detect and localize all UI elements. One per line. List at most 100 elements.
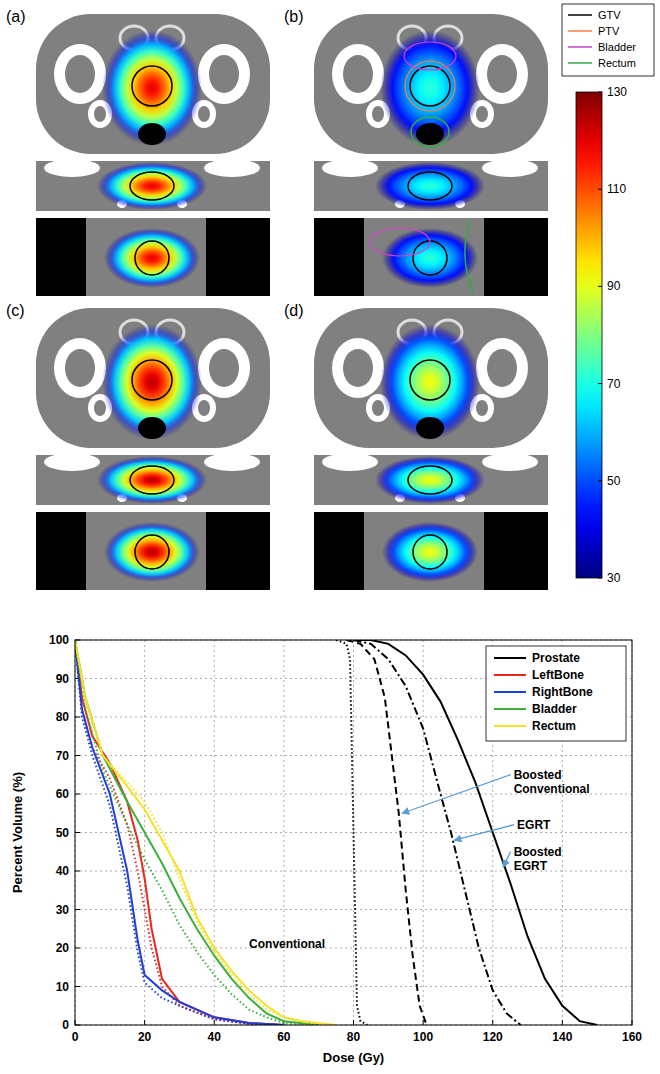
colorbar-tick-label: 30 [607,571,621,585]
dvh-curve [336,640,367,1025]
femoral-inner [94,400,106,416]
sagittal-air [484,512,548,590]
femoral-inner [476,400,488,416]
annotation-line: Boosted [514,768,562,782]
gtv-contour [132,66,172,106]
y-tick-label: 30 [56,903,70,917]
y-tick-label: 40 [56,864,70,878]
tick [75,986,80,987]
gtv-contour [130,172,174,200]
bone [54,338,106,398]
legend-line [568,46,592,48]
coronal-bone [482,453,538,471]
dvh-curve [75,640,284,1025]
colorbar [576,92,602,578]
coronal-bone [322,159,378,177]
bladder-contour [404,42,456,70]
y-tick-label: 10 [56,980,70,994]
coronal-bone [44,159,100,177]
gtv-contour [410,66,450,106]
dose-cloud [102,324,202,440]
colorbar-tick-label: 130 [607,85,627,99]
grid-line [423,640,424,1025]
chart-legend: ProstateLeftBoneRightBoneBladderRectum [486,646,626,741]
gtv-contour [135,241,169,275]
dose-cloud [104,228,200,288]
x-tick-label: 120 [483,1030,503,1044]
y-tick-label: 20 [56,941,70,955]
rectum-contour [411,117,449,147]
legend-label: RightBone [532,685,593,699]
femoral-inner [198,400,210,416]
legend-line [568,62,592,64]
grid-line [75,871,632,872]
sagittal-body [86,512,206,590]
dose-cloud [102,30,202,146]
bone [476,44,528,104]
x-tick-label: 40 [208,1030,222,1044]
legend-line [568,14,592,16]
legend-label: Rectum [532,719,576,733]
legend-line [494,725,526,727]
legend-label: Rectum [598,57,636,69]
sagittal-air [206,512,270,590]
dose-cloud [380,324,480,440]
annotation: BoostedEGRT [514,845,562,873]
y-tick-label: 0 [62,1018,69,1032]
plot-frame [75,640,632,1025]
femoral-inner [372,106,384,122]
grid-line [75,909,632,910]
bone [476,338,528,398]
bone-inner [487,349,517,387]
grid-line [214,640,215,1025]
legend-line [494,691,526,693]
colorbar-tick [598,92,602,93]
colorbar-tick-label: 50 [607,474,621,488]
legend-label: PTV [598,25,620,37]
legend-label: Prostate [532,651,580,665]
grid-line [75,948,632,949]
tick [75,871,80,872]
panel-label: (d) [284,302,304,319]
dvh-curve [75,640,319,1025]
tick [75,948,80,949]
x-tick-label: 160 [622,1030,642,1044]
sagittal-body [364,512,484,590]
bone [54,44,106,104]
bone-inner [65,55,95,93]
y-tick-label: 100 [49,633,69,647]
sagittal-air [36,218,86,296]
dose-cloud [380,30,480,146]
dose-panel [314,308,548,590]
femoral-inner [94,106,106,122]
dvh-curve [75,640,284,1025]
body [36,14,270,154]
rectum-air [138,417,166,439]
sagittal-air [314,512,364,590]
x-axis-title: Dose (Gy) [323,1050,384,1065]
sagittal-body [364,218,484,296]
legend-label: Bladder [532,702,577,716]
body [36,308,270,448]
tick [75,909,80,910]
dose-panel [314,14,548,296]
legend-box [486,646,626,741]
panel-label: (c) [6,302,25,319]
figure: (a)(b)(c)(d)GTVPTVBladderRectum305070901… [0,0,660,1074]
annotation-line: EGRT [514,859,548,873]
dvh-curve [75,640,319,1025]
tick [423,1020,424,1025]
gtv-contour [130,466,174,494]
legend-line [494,708,526,710]
body [314,308,548,448]
grid-line [283,640,284,1025]
annotation-arrow [454,825,514,841]
body [314,14,548,154]
tick [144,1020,145,1025]
tick [75,717,80,718]
legend-line [494,674,526,676]
gtv-contour [413,241,447,275]
rectum-air [416,417,444,439]
colorbar-tick [598,480,602,481]
x-tick-label: 20 [138,1030,152,1044]
